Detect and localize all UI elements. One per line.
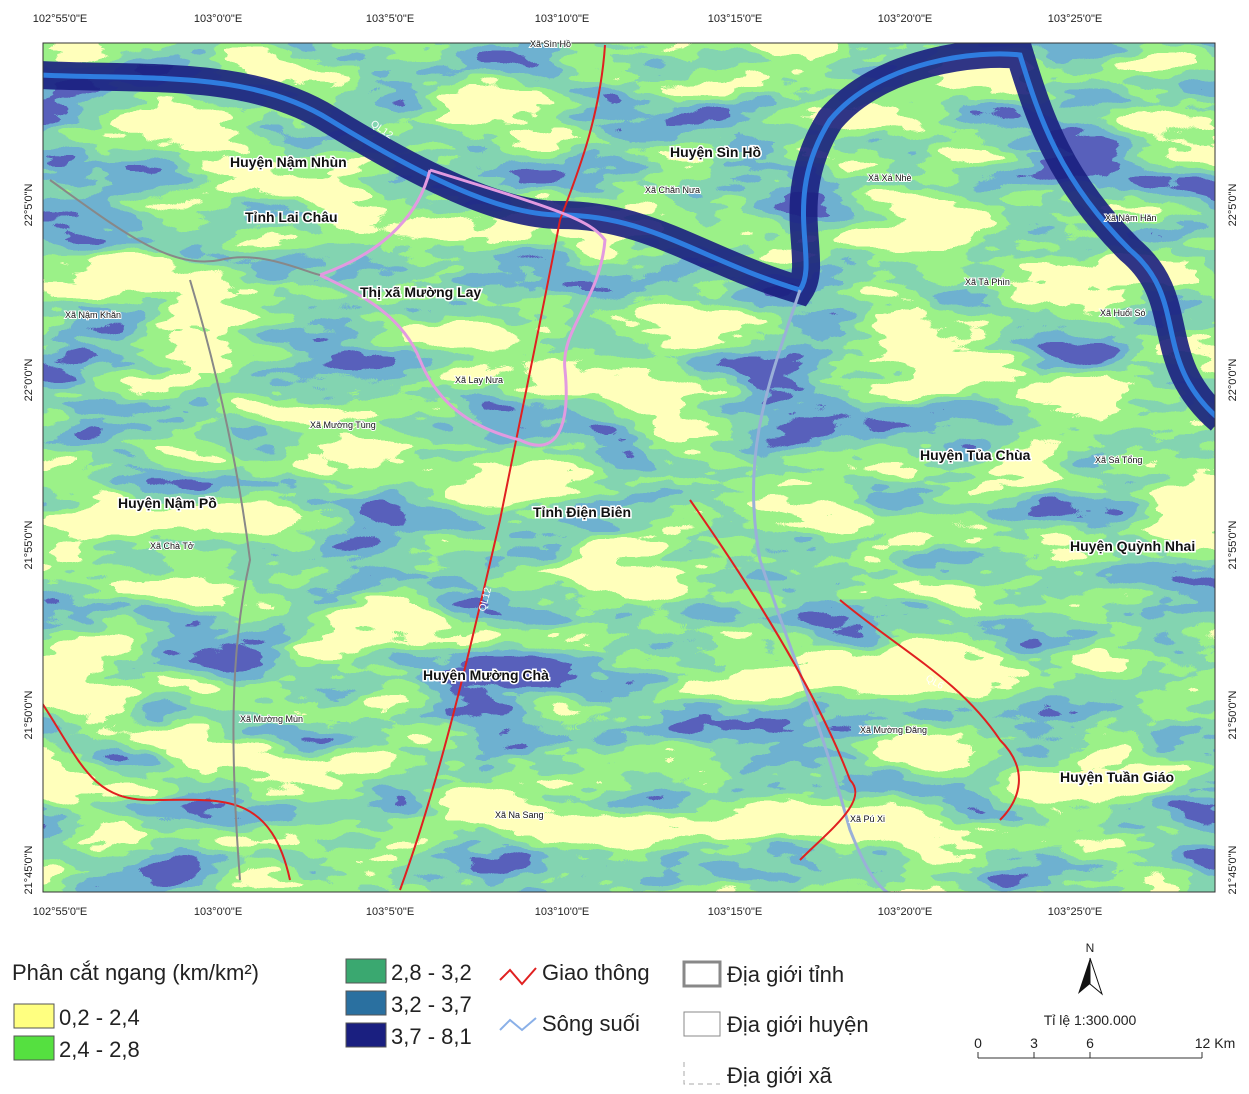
north-label: N	[1086, 941, 1095, 955]
commune-label: Xã Xá Nhè	[868, 173, 912, 183]
scale-tick: 12 Km	[1195, 1035, 1235, 1051]
commune-label: Xã Sìn Hồ	[530, 39, 571, 49]
place-label: Huyện Tủa Chùa	[920, 447, 1031, 463]
coord-label: 103°15'0"E	[708, 906, 762, 918]
scale-tick: 3	[1030, 1035, 1038, 1051]
coord-label: 21°55'0"N	[23, 520, 35, 569]
legend-swatch	[346, 991, 386, 1015]
coord-label: 103°10'0"E	[535, 906, 589, 918]
commune-label: Xã Chà Tở	[150, 541, 194, 551]
commune-label: Xã Pú Xi	[850, 814, 885, 824]
commune-label: Xã Sá Tổng	[1095, 455, 1142, 465]
commune-label: Xã Tả Phìn	[965, 277, 1010, 287]
legend: Phân cắt ngang (km/km²) Giao thông Sông …	[12, 959, 869, 1088]
commune-label: Xã Mường Tùng	[310, 420, 376, 430]
coord-label: 22°5'0"N	[23, 184, 35, 227]
coord-label: 21°50'0"N	[1227, 690, 1239, 739]
legend-symbol	[684, 962, 720, 986]
legend-swatch	[14, 1004, 54, 1028]
commune-label: Xã Huổi Só	[1100, 308, 1146, 318]
legend-label: Địa giới xã	[727, 1063, 833, 1088]
coord-label: 21°45'0"N	[1227, 845, 1239, 894]
north-arrow	[1090, 958, 1102, 994]
legend-label: 2,8 - 3,2	[391, 960, 472, 985]
legend-swatch	[14, 1036, 54, 1060]
legend-symbol	[684, 1012, 720, 1036]
place-label: Huyện Mường Chà	[423, 667, 549, 683]
coord-label: 103°25'0"E	[1048, 13, 1102, 25]
commune-label: Xã Mường Mùn	[240, 714, 303, 724]
coord-label: 103°0'0"E	[194, 13, 242, 25]
place-label: Huyện Quỳnh Nhai	[1070, 538, 1195, 554]
coord-label: 103°20'0"E	[878, 906, 932, 918]
legend-label: Địa giới tỉnh	[727, 962, 844, 987]
scale-tick: 6	[1086, 1035, 1094, 1051]
coord-label: 21°55'0"N	[1227, 520, 1239, 569]
legend-title: Phân cắt ngang (km/km²)	[12, 960, 259, 985]
coord-label: 102°55'0"E	[33, 13, 87, 25]
north-arrow	[1078, 958, 1090, 994]
scale-tick: 0	[974, 1035, 982, 1051]
scale-bar: N Tỉ lệ 1:300.000 0 3 6 12 Km	[974, 941, 1235, 1058]
legend-label: Giao thông	[542, 960, 650, 985]
coord-label: 103°5'0"E	[366, 13, 414, 25]
scale-ratio: Tỉ lệ 1:300.000	[1044, 1012, 1137, 1028]
coord-label: 103°25'0"E	[1048, 906, 1102, 918]
legend-label: 0,2 - 2,4	[59, 1005, 140, 1030]
terrain-raster	[43, 43, 1215, 892]
legend-river-symbol	[500, 1018, 536, 1030]
legend-label: 2,4 - 2,8	[59, 1037, 140, 1062]
commune-label: Xã Nậm Khăn	[65, 310, 121, 320]
place-label: Tỉnh Điện Biên	[533, 504, 631, 520]
place-label: Huyện Nậm Nhùn	[230, 154, 347, 170]
map-page: 102°55'0"E 103°0'0"E 103°5'0"E 103°10'0"E 10…	[0, 0, 1249, 1089]
place-label: Huyện Sìn Hồ	[670, 144, 761, 160]
coord-label: 21°50'0"N	[23, 690, 35, 739]
coord-label: 103°5'0"E	[366, 906, 414, 918]
coord-label: 103°20'0"E	[878, 13, 932, 25]
place-label: Huyện Nậm Pồ	[118, 495, 217, 511]
legend-swatch	[346, 1023, 386, 1047]
legend-symbol	[684, 1062, 720, 1084]
legend-label: 3,2 - 3,7	[391, 992, 472, 1017]
coord-label: 22°0'0"N	[23, 359, 35, 402]
place-label: Huyện Tuần Giáo	[1060, 769, 1174, 785]
coord-label: 22°0'0"N	[1227, 359, 1239, 402]
commune-label: Xã Chăn Nưa	[645, 185, 700, 195]
commune-label: Xã Na Sang	[495, 810, 544, 820]
commune-label: Xã Nậm Hăn	[1105, 213, 1157, 223]
coord-label: 21°45'0"N	[23, 845, 35, 894]
scale-line	[978, 1052, 1202, 1058]
place-label: Thị xã Mường Lay	[360, 284, 481, 300]
coord-label: 102°55'0"E	[33, 906, 87, 918]
legend-label: Sông suối	[542, 1011, 640, 1036]
commune-label: Xã Lay Nưa	[455, 375, 503, 385]
coord-label: 103°15'0"E	[708, 13, 762, 25]
coord-label: 103°0'0"E	[194, 906, 242, 918]
legend-swatch	[346, 959, 386, 983]
legend-label: Địa giới huyện	[727, 1012, 869, 1037]
coord-label: 103°10'0"E	[535, 13, 589, 25]
commune-label: Xã Mường Đăng	[860, 725, 927, 735]
coord-label: 22°5'0"N	[1227, 184, 1239, 227]
legend-label: 3,7 - 8,1	[391, 1024, 472, 1049]
legend-road-symbol	[500, 968, 536, 984]
place-label: Tỉnh Lai Châu	[245, 209, 338, 225]
